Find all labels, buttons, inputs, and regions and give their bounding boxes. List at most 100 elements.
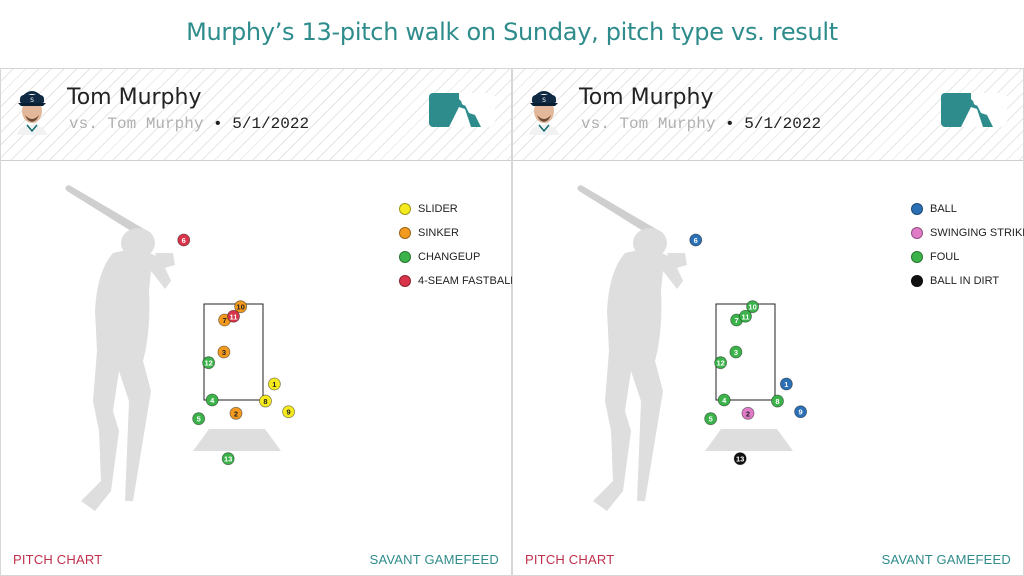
legend: BALL SWINGING STRIKE FOUL BALL IN DIRT	[911, 197, 1024, 293]
pitch-dot	[746, 300, 760, 314]
pitch-marker[interactable]: 3	[729, 345, 743, 359]
matchup-vs: vs. Tom Murphy	[69, 115, 204, 133]
pitch-dot	[729, 345, 743, 359]
pitch-number-label: 12	[204, 359, 212, 368]
legend-label: SLIDER	[418, 203, 458, 215]
svg-text:S: S	[542, 97, 546, 104]
legend-label: 4-SEAM FASTBALL	[418, 275, 517, 287]
legend-swatch	[399, 227, 411, 239]
legend-item: CHANGEUP	[399, 245, 516, 269]
pitch-marker[interactable]: 12	[202, 356, 216, 370]
pitch-dot	[221, 452, 235, 466]
pitch-dot	[259, 394, 272, 408]
legend-item: 4-SEAM FASTBALL	[399, 269, 516, 293]
pitch-marker[interactable]: 10	[234, 300, 248, 314]
legend-label: BALL	[930, 203, 957, 215]
matchup-separator: •	[213, 115, 223, 133]
pitch-marker[interactable]: 13	[733, 452, 747, 466]
pitch-number-label: 5	[709, 415, 713, 424]
pitch-number-label: 3	[734, 348, 738, 357]
pitch-marker[interactable]: 1	[267, 377, 281, 391]
pitch-type-panel: S Tom Murphy vs. Tom Murphy • 5/1/2022 1…	[0, 68, 516, 576]
strike-zone	[715, 303, 776, 401]
player-name: Tom Murphy	[67, 85, 202, 110]
legend-item: SLIDER	[399, 197, 516, 221]
pitch-marker[interactable]: 9	[282, 405, 295, 419]
pitch-number-label: 8	[775, 397, 779, 406]
pitch-marker[interactable]: 8	[259, 394, 272, 408]
pitch-dot	[234, 300, 248, 314]
pitch-number-label: 9	[799, 408, 803, 417]
pitch-dot	[282, 405, 295, 419]
mlb-logo-icon	[941, 93, 1007, 127]
pitch-marker[interactable]: 4	[717, 393, 731, 407]
legend-item: BALL IN DIRT	[911, 269, 1024, 293]
chart-title: Murphy’s 13-pitch walk on Sunday, pitch …	[186, 18, 838, 46]
legend-label: SWINGING STRIKE	[930, 227, 1024, 239]
legend: SLIDER SINKER CHANGEUP 4-SEAM FASTBALL	[399, 197, 516, 293]
pitch-dot	[771, 394, 784, 408]
pitch-dot	[717, 393, 731, 407]
pitch-marker[interactable]: 11	[227, 309, 240, 323]
pitch-number-label: 1	[272, 380, 276, 389]
pitch-dot	[779, 377, 793, 391]
pitch-marker[interactable]: 9	[794, 405, 807, 419]
pitch-marker[interactable]: 2	[229, 406, 243, 420]
pitch-number-label: 2	[234, 409, 238, 418]
pitch-number-label: 7	[223, 316, 227, 325]
player-header: S Tom Murphy vs. Tom Murphy • 5/1/2022	[513, 69, 1023, 161]
pitch-dot	[689, 233, 703, 247]
pitch-marker[interactable]: 12	[714, 356, 728, 370]
pitch-number-label: 10	[236, 303, 244, 312]
strike-zone	[203, 303, 264, 401]
legend-label: SINKER	[418, 227, 459, 239]
pitch-number-label: 13	[736, 455, 744, 464]
pitch-marker[interactable]: 11	[739, 309, 752, 323]
pitch-marker[interactable]: 8	[771, 394, 784, 408]
home-plate	[705, 429, 793, 451]
pitch-number-label: 3	[222, 348, 226, 357]
pitch-dot	[227, 309, 240, 323]
pitch-marker[interactable]: 5	[704, 412, 718, 426]
pitch-dot	[733, 452, 747, 466]
pitch-marker[interactable]: 13	[221, 452, 235, 466]
game-date: 5/1/2022	[744, 115, 822, 133]
mlb-logo-icon	[429, 93, 495, 127]
legend-label: CHANGEUP	[418, 251, 481, 263]
pitch-marker[interactable]: 6	[177, 233, 191, 247]
pitch-dot	[794, 405, 807, 419]
legend-swatch	[911, 227, 923, 239]
pitch-dot	[739, 309, 752, 323]
pitch-number-label: 12	[716, 359, 724, 368]
legend-label: FOUL	[930, 251, 960, 263]
legend-swatch	[911, 275, 923, 287]
pitch-dot	[177, 233, 191, 247]
legend-item: FOUL	[911, 245, 1024, 269]
legend-item: BALL	[911, 197, 1024, 221]
pitch-number-label: 11	[742, 312, 750, 321]
pitch-marker[interactable]: 1	[779, 377, 793, 391]
legend-swatch	[399, 275, 411, 287]
player-header: S Tom Murphy vs. Tom Murphy • 5/1/2022	[1, 69, 511, 161]
pitch-number-label: 6	[182, 236, 186, 245]
pitch-number-label: 1	[784, 380, 788, 389]
result-panel: S Tom Murphy vs. Tom Murphy • 5/1/2022 1…	[512, 68, 1024, 576]
pitch-dot	[217, 345, 231, 359]
legend-label: BALL IN DIRT	[930, 275, 1000, 287]
pitch-marker[interactable]: 6	[689, 233, 703, 247]
pitch-number-label: 11	[230, 312, 238, 321]
pitch-marker[interactable]: 4	[205, 393, 219, 407]
pitch-marker[interactable]: 5	[192, 412, 206, 426]
footer-savant-gamefeed: SAVANT GAMEFEED	[881, 552, 1011, 567]
pitch-number-label: 6	[694, 236, 698, 245]
pitch-number-label: 5	[197, 415, 201, 424]
pitch-marker[interactable]: 2	[741, 406, 755, 420]
pitch-number-label: 9	[287, 408, 291, 417]
footer-savant-gamefeed: SAVANT GAMEFEED	[369, 552, 499, 567]
pitch-marker[interactable]: 10	[746, 300, 760, 314]
pitch-marker[interactable]: 3	[217, 345, 231, 359]
matchup-separator: •	[725, 115, 735, 133]
game-date: 5/1/2022	[232, 115, 310, 133]
